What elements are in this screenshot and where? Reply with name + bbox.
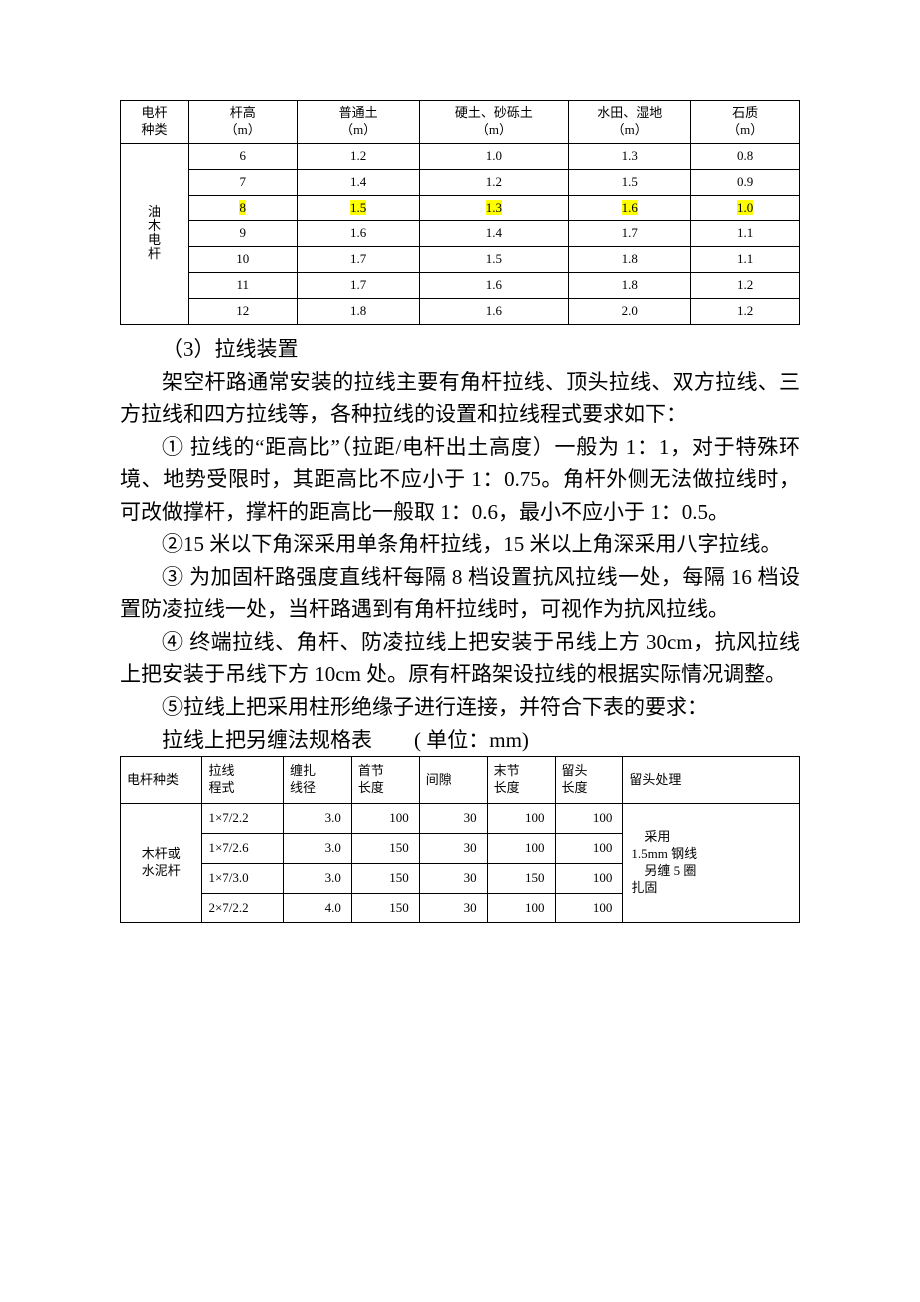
t1-height-cell: 9 (188, 221, 297, 247)
t2-value-cell: 100 (351, 803, 419, 833)
para-item-5: ⑤拉线上把采用柱形绝缘子进行连接，并符合下表的要求： (120, 691, 800, 724)
para-item-3: ③ 为加固杆路强度直线杆每隔 8 档设置抗风拉线一处，每隔 16 档设置防凌拉线… (120, 561, 800, 626)
t1-value-cell: 1.0 (691, 195, 800, 221)
table-row: 81.51.31.61.0 (121, 195, 800, 221)
t2-value-cell: 30 (419, 803, 487, 833)
t2-header-cell: 间隙 (419, 757, 487, 804)
t1-value-cell: 1.2 (691, 299, 800, 325)
t1-value-cell: 1.3 (419, 195, 568, 221)
t1-value-cell: 0.9 (691, 169, 800, 195)
t1-value-cell: 1.6 (419, 273, 568, 299)
t2-value-cell: 1×7/2.2 (202, 803, 283, 833)
table-row: 121.81.62.01.2 (121, 299, 800, 325)
t1-value-cell: 1.7 (297, 247, 419, 273)
t1-value-cell: 1.5 (297, 195, 419, 221)
table-row: 木杆或水泥杆1×7/2.23.010030100100 采用1.5mm 钢线 另… (121, 803, 800, 833)
t2-value-cell: 4.0 (283, 893, 351, 923)
para-heading-3: （3）拉线装置 (120, 333, 800, 366)
t2-header-cell: 拉线程式 (202, 757, 283, 804)
t1-header-cell: 硬土、砂砾土（m） (419, 101, 568, 144)
t1-value-cell: 1.8 (297, 299, 419, 325)
t1-value-cell: 1.4 (419, 221, 568, 247)
table-row: 101.71.51.81.1 (121, 247, 800, 273)
t1-header-cell: 电杆种类 (121, 101, 189, 144)
t2-value-cell: 1×7/2.6 (202, 833, 283, 863)
t1-header-cell: 石质（m） (691, 101, 800, 144)
t1-category-cell: 油木电杆 (121, 143, 189, 324)
table2-caption: 拉线上把另缠法规格表 ( 单位：mm) (120, 724, 800, 757)
t2-value-cell: 150 (487, 863, 555, 893)
t2-value-cell: 30 (419, 833, 487, 863)
para-intro: 架空杆路通常安装的拉线主要有角杆拉线、顶头拉线、双方拉线、三方拉线和四方拉线等，… (120, 366, 800, 431)
t1-value-cell: 1.6 (297, 221, 419, 247)
t1-value-cell: 1.6 (419, 299, 568, 325)
t2-header-cell: 末节长度 (487, 757, 555, 804)
para-item-1: ① 拉线的“距高比”（拉距/电杆出土高度）一般为 1：1，对于特殊环境、地势受限… (120, 431, 800, 529)
t2-value-cell: 100 (555, 803, 623, 833)
t2-value-cell: 100 (555, 833, 623, 863)
t1-header-cell: 杆高（m） (188, 101, 297, 144)
t1-value-cell: 1.2 (419, 169, 568, 195)
t2-remark-cell: 采用1.5mm 钢线 另缠 5 圈扎固 (623, 803, 800, 923)
t1-value-cell: 1.5 (419, 247, 568, 273)
t1-value-cell: 0.8 (691, 143, 800, 169)
t1-value-cell: 2.0 (569, 299, 691, 325)
t1-value-cell: 1.1 (691, 247, 800, 273)
t1-value-cell: 1.4 (297, 169, 419, 195)
t1-height-cell: 6 (188, 143, 297, 169)
t1-height-cell: 10 (188, 247, 297, 273)
t2-value-cell: 3.0 (283, 803, 351, 833)
t2-header-cell: 电杆种类 (121, 757, 202, 804)
t2-header-cell: 留头处理 (623, 757, 800, 804)
t2-value-cell: 100 (555, 863, 623, 893)
t2-value-cell: 100 (555, 893, 623, 923)
t1-value-cell: 1.1 (691, 221, 800, 247)
t2-value-cell: 150 (351, 833, 419, 863)
t2-value-cell: 30 (419, 863, 487, 893)
t1-value-cell: 1.2 (691, 273, 800, 299)
t1-value-cell: 1.7 (297, 273, 419, 299)
t2-value-cell: 3.0 (283, 863, 351, 893)
t2-value-cell: 2×7/2.2 (202, 893, 283, 923)
t2-value-cell: 1×7/3.0 (202, 863, 283, 893)
body-paragraphs: （3）拉线装置 架空杆路通常安装的拉线主要有角杆拉线、顶头拉线、双方拉线、三方拉… (120, 333, 800, 756)
t1-value-cell: 1.3 (569, 143, 691, 169)
t1-value-cell: 1.5 (569, 169, 691, 195)
t2-header-cell: 首节长度 (351, 757, 419, 804)
t2-value-cell: 30 (419, 893, 487, 923)
table-row: 71.41.21.50.9 (121, 169, 800, 195)
t1-header-cell: 普通土（m） (297, 101, 419, 144)
table-row: 111.71.61.81.2 (121, 273, 800, 299)
t1-value-cell: 1.7 (569, 221, 691, 247)
guy-wire-spec-table: 电杆种类拉线程式缠扎线径首节长度间隙末节长度留头长度留头处理 木杆或水泥杆1×7… (120, 756, 800, 923)
t1-value-cell: 1.2 (297, 143, 419, 169)
t2-header-cell: 留头长度 (555, 757, 623, 804)
table-row: 91.61.41.71.1 (121, 221, 800, 247)
t2-header-cell: 缠扎线径 (283, 757, 351, 804)
t2-value-cell: 150 (351, 863, 419, 893)
t2-value-cell: 3.0 (283, 833, 351, 863)
t1-header-cell: 水田、湿地（m） (569, 101, 691, 144)
pole-depth-table: 电杆种类杆高（m）普通土（m）硬土、砂砾土（m）水田、湿地（m）石质（m） 油木… (120, 100, 800, 325)
t1-height-cell: 11 (188, 273, 297, 299)
t2-value-cell: 100 (487, 803, 555, 833)
t1-value-cell: 1.8 (569, 247, 691, 273)
t1-value-cell: 1.6 (569, 195, 691, 221)
t1-height-cell: 12 (188, 299, 297, 325)
t1-height-cell: 8 (188, 195, 297, 221)
t1-height-cell: 7 (188, 169, 297, 195)
t2-value-cell: 100 (487, 833, 555, 863)
para-item-2: ②15 米以下角深采用单条角杆拉线，15 米以上角深采用八字拉线。 (120, 528, 800, 561)
t1-value-cell: 1.8 (569, 273, 691, 299)
table-row: 油木电杆61.21.01.30.8 (121, 143, 800, 169)
para-item-4: ④ 终端拉线、角杆、防凌拉线上把安装于吊线上方 30cm，抗风拉线上把安装于吊线… (120, 626, 800, 691)
t2-category-cell: 木杆或水泥杆 (121, 803, 202, 923)
t1-value-cell: 1.0 (419, 143, 568, 169)
t2-value-cell: 100 (487, 893, 555, 923)
t2-value-cell: 150 (351, 893, 419, 923)
